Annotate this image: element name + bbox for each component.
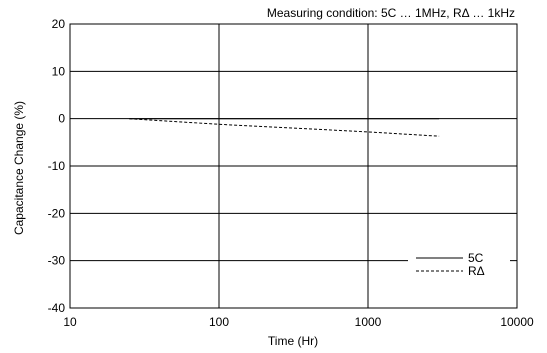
x-tick-label: 100 — [209, 315, 229, 329]
y-tick-label: -40 — [48, 301, 66, 315]
x-tick-label: 1000 — [355, 315, 382, 329]
x-axis-label: Time (Hr) — [268, 334, 318, 348]
series-layer — [129, 118, 440, 137]
y-tick-label: -10 — [48, 159, 66, 173]
y-tick-label: 20 — [52, 17, 66, 31]
x-tick-label: 10000 — [500, 315, 534, 329]
y-tick-label: 10 — [52, 64, 66, 78]
y-axis-label: Capacitance Change (%) — [12, 101, 26, 235]
y-tick-label: -20 — [48, 206, 66, 220]
measuring-condition-annotation: Measuring condition: 5C … 1MHz, RΔ … 1kH… — [267, 6, 515, 20]
y-tick-label: 0 — [58, 112, 65, 126]
legend-background — [408, 246, 510, 278]
legend-label: 5C — [468, 251, 484, 265]
series-line-1 — [129, 118, 440, 137]
plot-area-frame — [69, 23, 518, 309]
y-tick-label: -30 — [48, 254, 66, 268]
legend-label: RΔ — [468, 264, 485, 278]
x-tick-label: 10 — [63, 315, 77, 329]
